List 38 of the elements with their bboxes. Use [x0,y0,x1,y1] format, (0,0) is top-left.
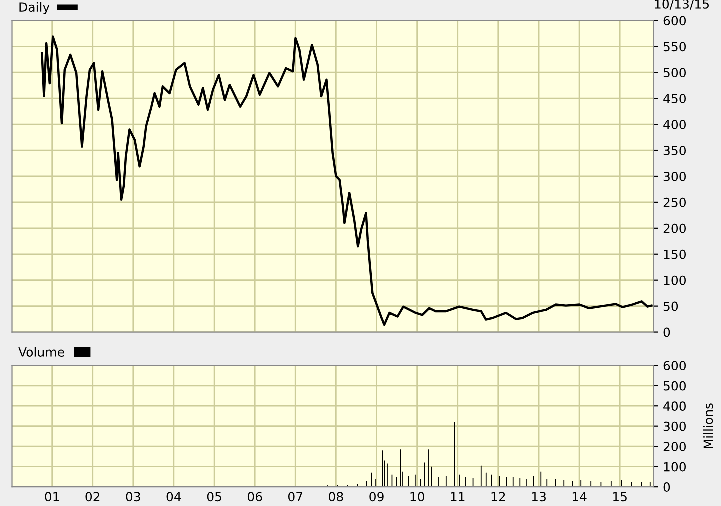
y-tick-label: 600 [664,361,686,371]
y-tick-label: 200 [664,442,686,452]
y-tick-label: 200 [664,224,686,234]
y-tick-label: 150 [664,250,686,260]
x-tick-label: 14 [572,492,587,502]
y-tick-label: 500 [664,68,686,78]
y-tick-label: 0 [664,328,670,338]
x-tick-label: 06 [248,492,262,502]
y-tick-label: 300 [664,422,686,432]
y-tick-label: 400 [664,120,686,130]
x-tick-label: 05 [207,492,222,502]
x-tick-label: 08 [329,492,344,502]
x-tick-label: 03 [126,492,140,502]
x-tick-label: 12 [492,492,506,502]
x-tick-label: 01 [45,492,60,502]
y-tick-label: 0 [664,482,670,492]
x-tick-label: 15 [614,492,627,502]
y-tick-label: 350 [664,146,686,156]
legend-label: Volume [18,347,64,357]
y-tick-label: 100 [664,462,686,472]
y-tick-label: 450 [664,94,686,104]
x-tick-label: 09 [370,492,384,502]
y-axis-title: Millions [704,404,714,449]
y-tick-label: 550 [664,42,686,52]
y-tick-label: 250 [664,198,686,208]
x-tick-label: 02 [86,492,100,502]
x-tick-label: 11 [451,492,465,502]
x-tick-label: 10 [410,492,424,502]
y-tick-label: 300 [664,172,686,182]
y-tick-label: 100 [664,276,686,286]
x-tick-label: 13 [532,492,546,502]
y-tick-label: 50 [664,302,678,312]
x-tick-label: 07 [288,492,303,502]
x-tick-label: 04 [166,492,182,502]
y-tick-label: 400 [664,402,686,412]
legend-label: Daily [20,2,50,14]
y-tick-label: 600 [664,16,686,26]
y-tick-label: 500 [664,381,686,391]
